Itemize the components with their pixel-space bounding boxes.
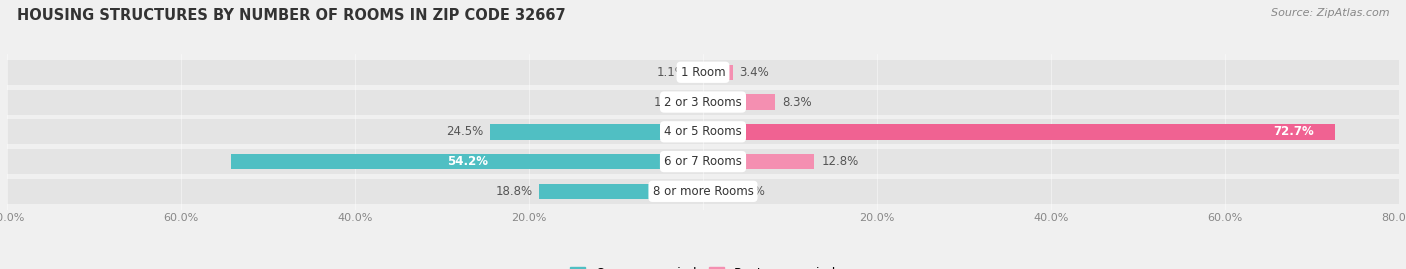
Legend: Owner-occupied, Renter-occupied: Owner-occupied, Renter-occupied xyxy=(565,262,841,269)
Text: 6 or 7 Rooms: 6 or 7 Rooms xyxy=(664,155,742,168)
Bar xyxy=(540,184,703,199)
Text: 4 or 5 Rooms: 4 or 5 Rooms xyxy=(664,125,742,138)
Bar xyxy=(703,94,775,110)
Bar xyxy=(703,65,733,80)
Text: 24.5%: 24.5% xyxy=(446,125,482,138)
Bar xyxy=(7,60,1399,85)
Bar xyxy=(703,154,814,169)
Text: 18.8%: 18.8% xyxy=(495,185,533,198)
Text: 2.9%: 2.9% xyxy=(735,185,765,198)
Text: 8 or more Rooms: 8 or more Rooms xyxy=(652,185,754,198)
Bar xyxy=(232,154,703,169)
Text: 12.8%: 12.8% xyxy=(821,155,859,168)
Text: 2 or 3 Rooms: 2 or 3 Rooms xyxy=(664,95,742,108)
Text: HOUSING STRUCTURES BY NUMBER OF ROOMS IN ZIP CODE 32667: HOUSING STRUCTURES BY NUMBER OF ROOMS IN… xyxy=(17,8,565,23)
Text: 1.4%: 1.4% xyxy=(654,95,683,108)
Text: Source: ZipAtlas.com: Source: ZipAtlas.com xyxy=(1271,8,1389,18)
Bar xyxy=(489,124,703,140)
Bar xyxy=(703,124,1336,140)
Bar xyxy=(7,90,1399,115)
Text: 1.1%: 1.1% xyxy=(657,66,686,79)
Bar xyxy=(693,65,703,80)
Bar xyxy=(7,149,1399,174)
Bar xyxy=(7,119,1399,144)
Bar xyxy=(7,179,1399,204)
Text: 54.2%: 54.2% xyxy=(447,155,488,168)
Bar xyxy=(703,184,728,199)
Text: 8.3%: 8.3% xyxy=(782,95,811,108)
Bar xyxy=(690,94,703,110)
Text: 1 Room: 1 Room xyxy=(681,66,725,79)
Text: 3.4%: 3.4% xyxy=(740,66,769,79)
Text: 72.7%: 72.7% xyxy=(1272,125,1313,138)
